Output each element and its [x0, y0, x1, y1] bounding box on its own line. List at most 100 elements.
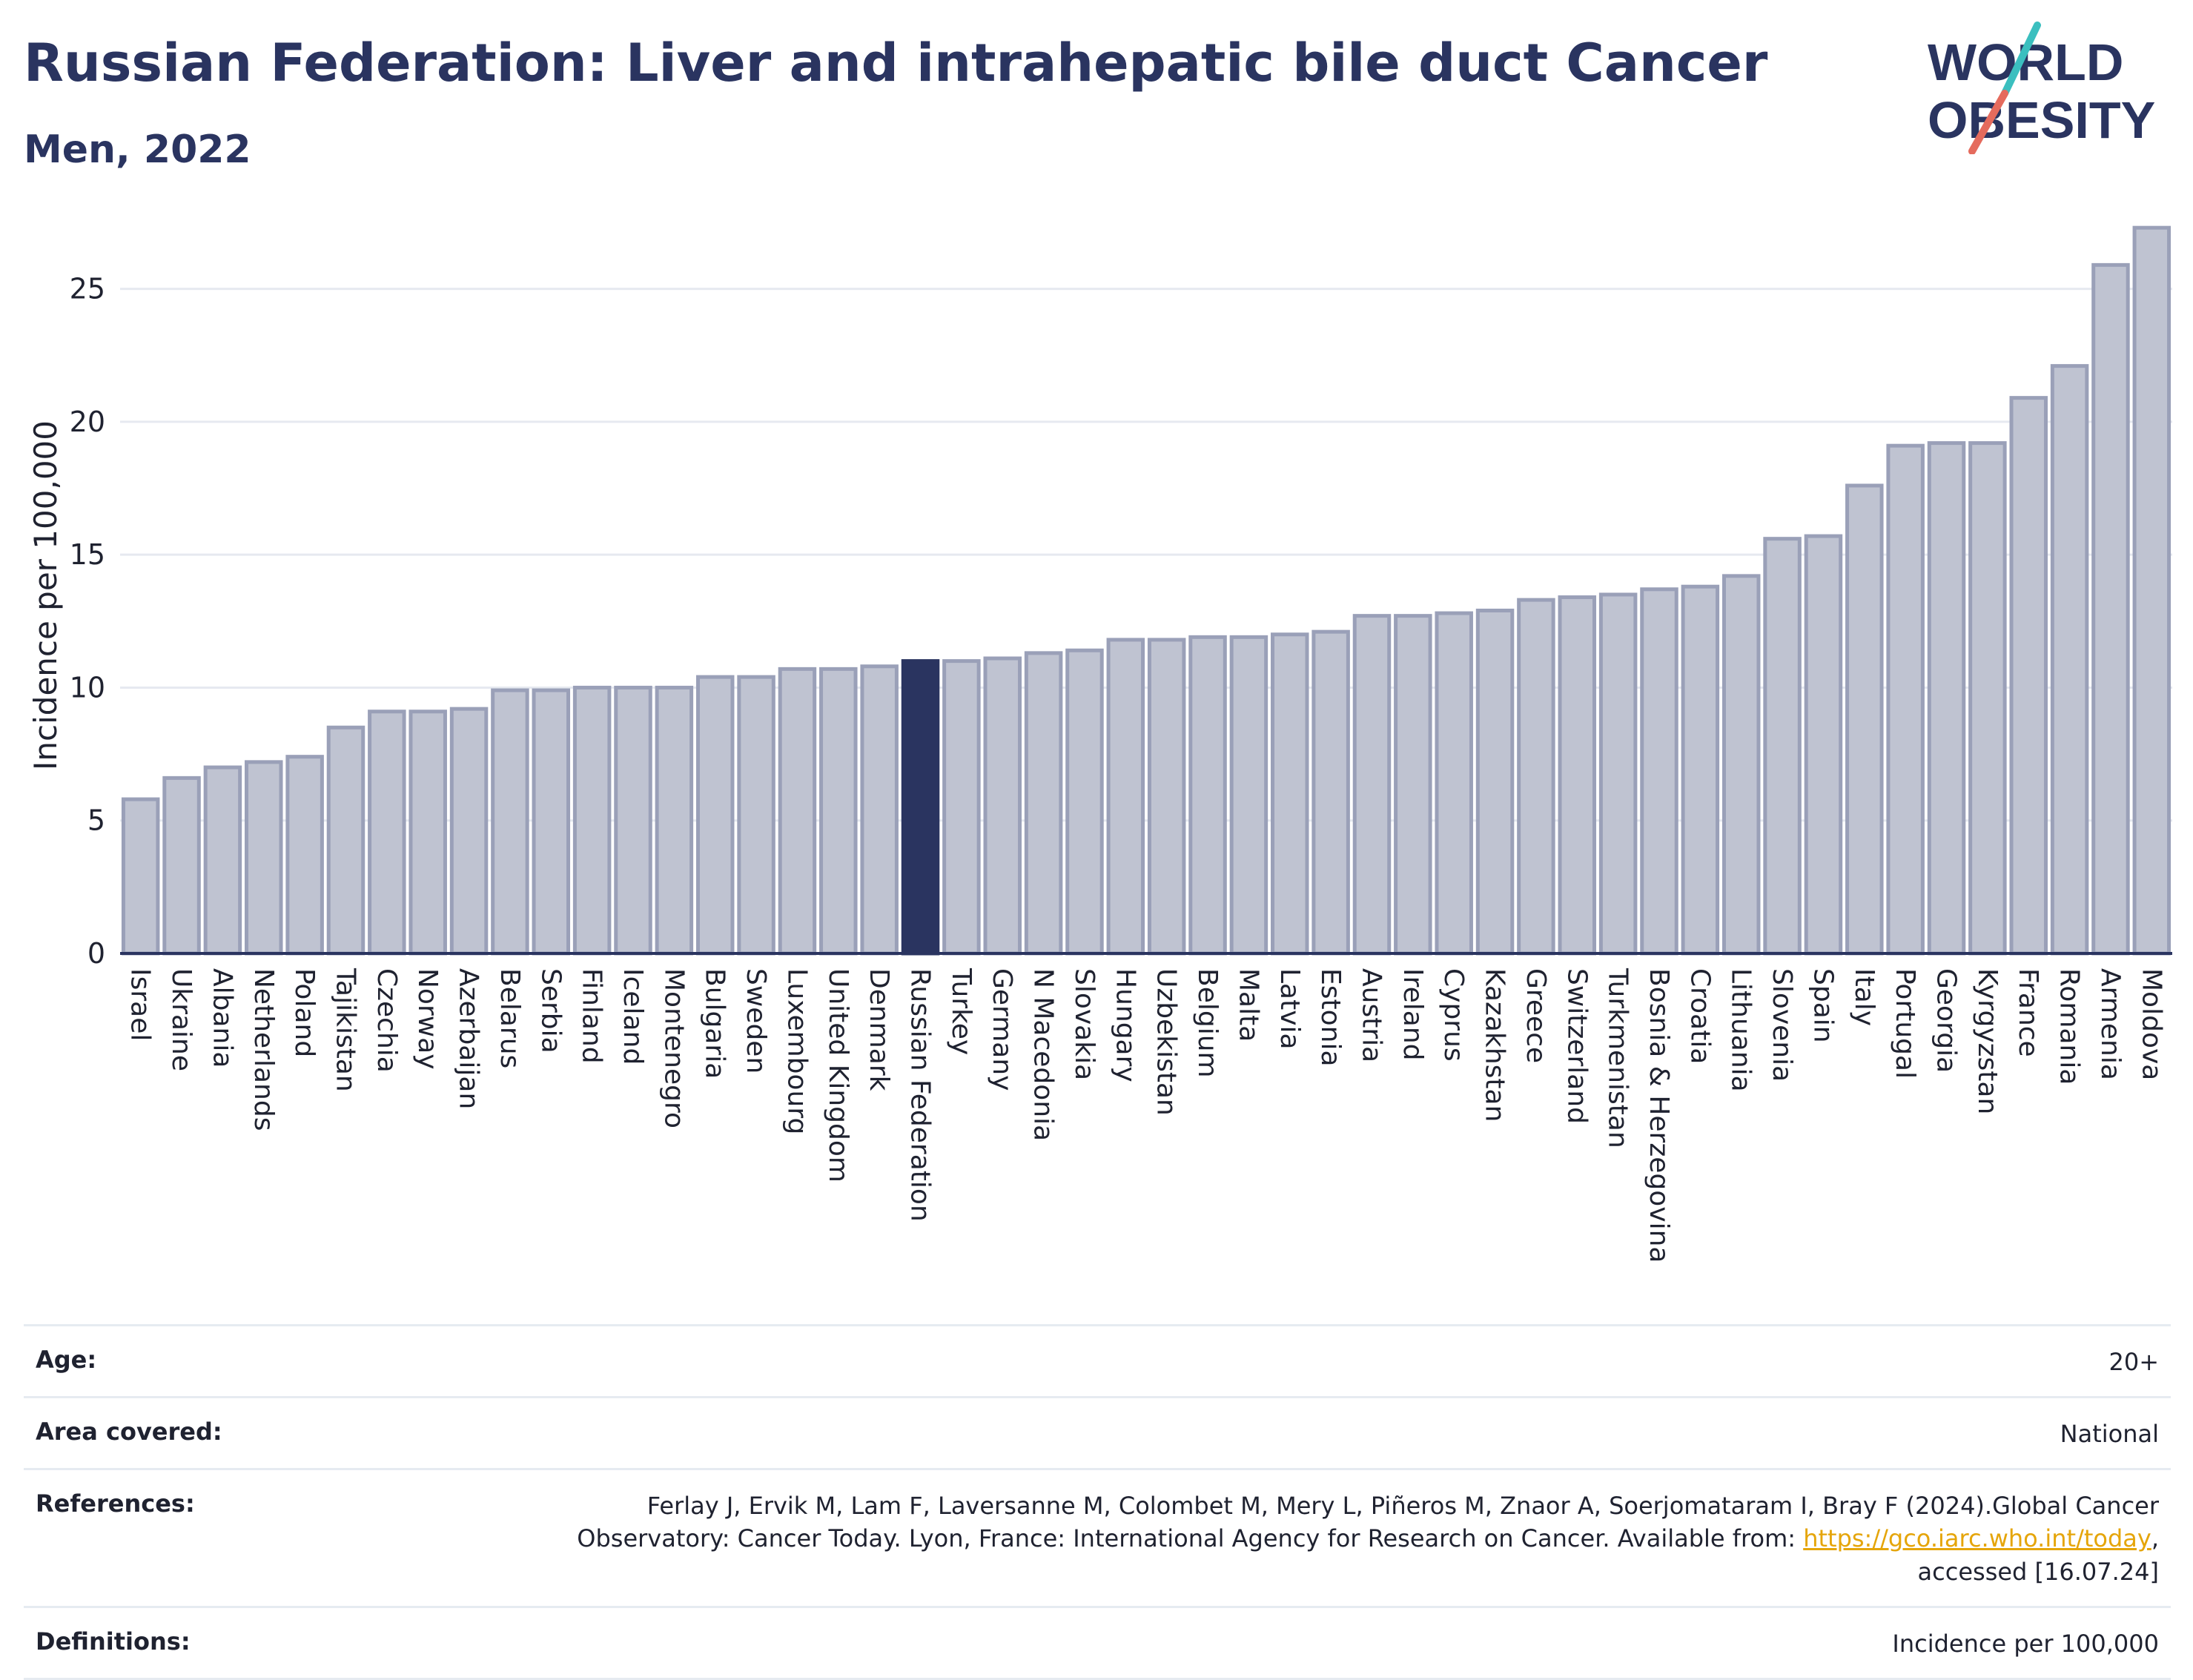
- bar-switzerland[interactable]: [1558, 595, 1597, 956]
- x-tick-label: Georgia: [1931, 968, 1962, 1073]
- bar-luxembourg[interactable]: [778, 667, 817, 956]
- x-tick-label: Kyrgyzstan: [1972, 968, 2002, 1114]
- bar-azerbaijan[interactable]: [449, 707, 489, 956]
- bar-bosnia-herzegovina[interactable]: [1640, 587, 1678, 956]
- bar-slovenia[interactable]: [1763, 537, 1802, 956]
- x-tick-label: Ukraine: [166, 968, 196, 1071]
- x-tick-label: Ireland: [1398, 968, 1428, 1061]
- bar-greece[interactable]: [1517, 598, 1555, 956]
- x-tick-label: Russian Federation: [905, 968, 936, 1222]
- bar-armenia[interactable]: [2091, 262, 2130, 956]
- bar-ukraine[interactable]: [162, 775, 201, 956]
- y-tick-label: 20: [70, 406, 105, 438]
- bar-montenegro[interactable]: [655, 685, 694, 956]
- x-tick-label: Estonia: [1315, 968, 1346, 1067]
- bar-latvia[interactable]: [1271, 632, 1309, 956]
- y-tick-label: 0: [87, 937, 105, 970]
- bar-malta[interactable]: [1229, 635, 1268, 956]
- bar-moldova[interactable]: [2132, 225, 2172, 956]
- meta-value-references: Ferlay J, Ervik M, Lam F, Laversanne M, …: [577, 1492, 2159, 1586]
- x-tick-label: Italy: [1849, 968, 1879, 1026]
- x-tick-label: Switzerland: [1561, 968, 1592, 1124]
- bar-germany[interactable]: [983, 656, 1022, 956]
- reference-line-1: Ferlay J, Ervik M, Lam F, Laversanne M, …: [646, 1492, 2159, 1521]
- bar-croatia[interactable]: [1681, 584, 1720, 956]
- logo-slash-coral: [1968, 90, 2008, 154]
- bar-turkey[interactable]: [942, 659, 981, 956]
- bar-lithuania[interactable]: [1721, 574, 1761, 956]
- x-tick-label: Malta: [1233, 968, 1263, 1042]
- x-tick-label: Moldova: [2136, 968, 2166, 1080]
- y-axis-label: Incidence per 100,000: [27, 420, 64, 770]
- bar-bulgaria[interactable]: [695, 675, 735, 956]
- x-tick-label: Spain: [1807, 968, 1838, 1043]
- reference-line-2: Observatory: Cancer Today. Lyon, France:…: [577, 1524, 1796, 1553]
- bar-portugal[interactable]: [1886, 443, 1925, 956]
- meta-row-area: Area covered: National: [24, 1396, 2171, 1468]
- meta-label-area: Area covered:: [36, 1418, 222, 1446]
- x-tick-label: Kazakhstan: [1480, 968, 1510, 1122]
- bar-albania[interactable]: [203, 765, 242, 956]
- x-tick-label: United Kingdom: [823, 968, 853, 1183]
- bar-n-macedonia[interactable]: [1024, 651, 1063, 956]
- bar-czechia[interactable]: [368, 710, 406, 956]
- bar-netherlands[interactable]: [245, 760, 283, 956]
- bar-georgia[interactable]: [1927, 441, 1966, 956]
- bar-austria[interactable]: [1352, 614, 1392, 956]
- bar-sweden[interactable]: [737, 675, 775, 956]
- x-tick-label: Turkey: [946, 968, 976, 1055]
- bar-italy[interactable]: [1845, 483, 1884, 956]
- x-tick-label: Czechia: [371, 968, 402, 1073]
- meta-value-age: 20+: [2108, 1348, 2159, 1376]
- x-tick-label: Austria: [1356, 968, 1386, 1062]
- x-tick-label: Montenegro: [658, 968, 689, 1128]
- bar-belarus[interactable]: [491, 688, 529, 956]
- reference-link[interactable]: https://gco.iarc.who.int/today: [1803, 1524, 2151, 1553]
- x-tick-label: France: [2013, 968, 2043, 1057]
- bar-belgium[interactable]: [1188, 635, 1227, 956]
- bar-kyrgyzstan[interactable]: [1968, 441, 2007, 956]
- x-tick-label: Bulgaria: [700, 968, 730, 1079]
- bar-estonia[interactable]: [1312, 629, 1350, 956]
- x-tick-label: Albania: [207, 968, 237, 1068]
- bar-israel[interactable]: [121, 797, 160, 956]
- y-tick-label: 5: [87, 804, 105, 837]
- bar-tajikistan[interactable]: [326, 725, 366, 956]
- x-tick-label: Serbia: [535, 968, 566, 1054]
- bar-hungary[interactable]: [1106, 638, 1145, 956]
- x-tick-label: Hungary: [1110, 968, 1140, 1082]
- page-subtitle: Men, 2022: [24, 128, 251, 172]
- bar-united-kingdom[interactable]: [819, 667, 858, 956]
- bar-ireland[interactable]: [1394, 614, 1432, 956]
- bar-france[interactable]: [2009, 396, 2048, 956]
- bar-denmark[interactable]: [860, 664, 899, 956]
- x-tick-label: Poland: [289, 968, 320, 1057]
- x-tick-label: Bosnia & Herzegovina: [1644, 968, 1674, 1263]
- svg-text:OBESITY: OBESITY: [1928, 91, 2155, 149]
- x-tick-label: Romania: [2054, 968, 2085, 1085]
- bar-serbia[interactable]: [532, 688, 571, 956]
- x-tick-label: Turkmenistan: [1603, 968, 1633, 1148]
- bar-finland[interactable]: [572, 685, 612, 956]
- bar-kazakhstan[interactable]: [1475, 608, 1515, 956]
- bar-turkmenistan[interactable]: [1598, 592, 1638, 956]
- x-tick-label: Croatia: [1684, 968, 1715, 1064]
- bar-poland[interactable]: [285, 755, 324, 956]
- x-tick-label: Azerbaijan: [454, 968, 484, 1109]
- bar-spain[interactable]: [1804, 534, 1843, 956]
- meta-value-definitions: Incidence per 100,000: [1892, 1629, 2159, 1658]
- meta-value-area: National: [2060, 1420, 2159, 1449]
- bar-slovakia[interactable]: [1065, 648, 1104, 956]
- bar-uzbekistan[interactable]: [1147, 638, 1186, 956]
- world-obesity-logo: WORLD OBESITY: [1928, 22, 2155, 154]
- x-tick-label: Portugal: [1890, 968, 1920, 1079]
- y-tick-label: 15: [70, 538, 105, 571]
- bar-russian-federation[interactable]: [901, 659, 940, 956]
- bar-norway[interactable]: [408, 710, 447, 956]
- x-tick-label: Belgium: [1192, 968, 1223, 1078]
- bar-cyprus[interactable]: [1435, 611, 1473, 956]
- bar-iceland[interactable]: [614, 685, 652, 956]
- bar-romania[interactable]: [2050, 364, 2089, 956]
- meta-label-age: Age:: [36, 1346, 97, 1374]
- x-tick-label: Netherlands: [248, 968, 279, 1131]
